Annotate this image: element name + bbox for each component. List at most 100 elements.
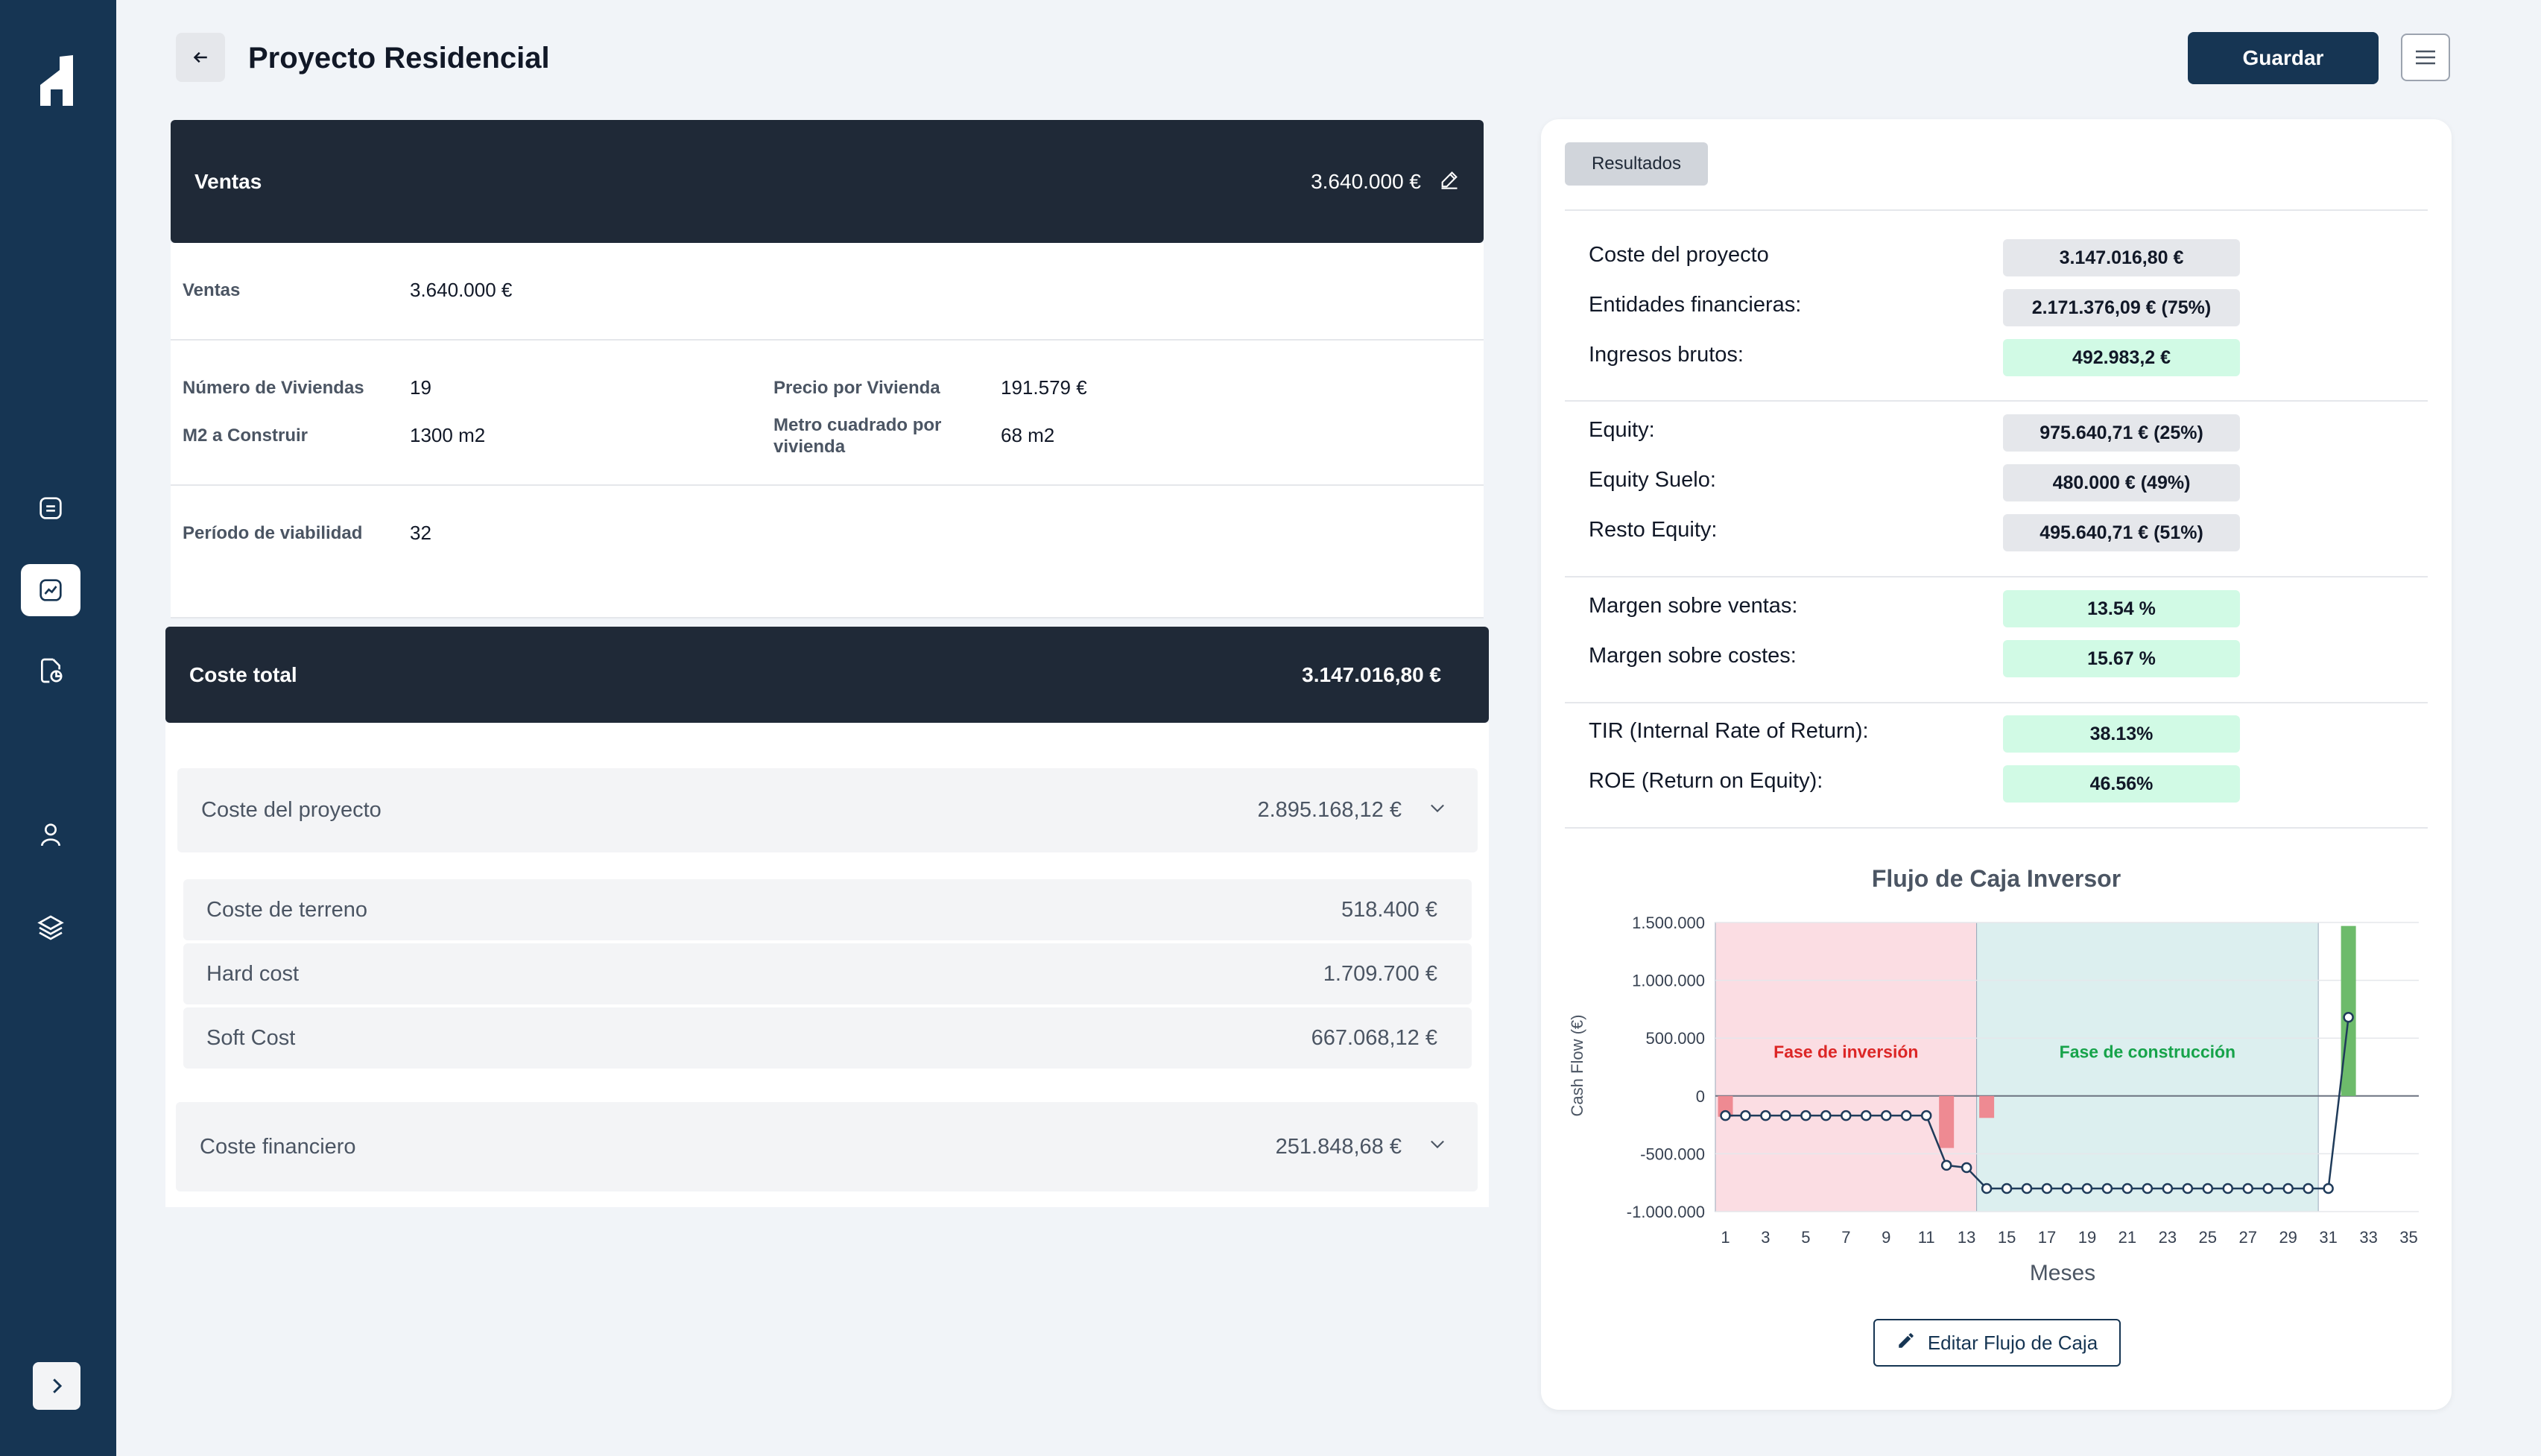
result-label: Coste del proyecto xyxy=(1589,243,1769,267)
pencil-icon xyxy=(1896,1331,1916,1355)
cost-item-label: Coste de terreno xyxy=(206,897,368,922)
x-tick-label: 5 xyxy=(1801,1228,1810,1247)
data-point xyxy=(2242,1183,2253,1194)
coste-proyecto-amount: 2.895.168,12 € xyxy=(1257,798,1402,822)
cost-item-label: Hard cost xyxy=(206,961,300,986)
data-point xyxy=(2061,1183,2073,1194)
x-tick-label: 3 xyxy=(1761,1228,1770,1247)
page-title: Proyecto Residencial xyxy=(248,42,550,75)
tab-resultados[interactable]: Resultados xyxy=(1565,142,1708,186)
cost-item-label: Soft Cost xyxy=(206,1025,296,1050)
x-tick-label: 33 xyxy=(2359,1228,2377,1247)
data-point xyxy=(1760,1110,1771,1121)
layers-icon[interactable] xyxy=(21,902,80,954)
edit-cash-flow-label: Editar Flujo de Caja xyxy=(1927,1331,2098,1354)
result-value: 492.983,2 € xyxy=(2003,339,2240,376)
result-label: ROE (Return on Equity): xyxy=(1589,769,1823,793)
m2-construir-label: M2 a Construir xyxy=(183,425,308,446)
cash-flow-bar xyxy=(2341,925,2356,1096)
ventas-header-bar[interactable]: Ventas 3.640.000 € xyxy=(171,120,1484,243)
app-logo[interactable] xyxy=(40,55,80,106)
data-point xyxy=(2182,1183,2194,1194)
data-point xyxy=(2121,1183,2133,1194)
divider xyxy=(1565,702,2428,703)
data-point xyxy=(1961,1162,1972,1174)
phase-region xyxy=(1976,922,2319,1212)
result-value: 3.147.016,80 € xyxy=(2003,239,2240,276)
cash-flow-chart: 1.500.000 1.000.000 500.000 0 -500.000 -1.000… xyxy=(1568,865,2419,1285)
ventas-details-panel xyxy=(171,243,1484,618)
x-tick-label: 19 xyxy=(2078,1228,2096,1247)
data-point xyxy=(1841,1110,1852,1121)
coste-financiero-row[interactable]: Coste financiero 251.848,68 € xyxy=(176,1102,1478,1191)
data-point xyxy=(2001,1183,2013,1194)
divider xyxy=(1565,209,2428,211)
coste-total-amount: 3.147.016,80 € xyxy=(1302,662,1441,686)
divider xyxy=(1565,576,2428,577)
data-point xyxy=(1720,1110,1731,1121)
phase-label: Fase de construcción xyxy=(2060,1042,2235,1062)
edit-icon[interactable] xyxy=(1439,169,1460,194)
cost-item-amount: 518.400 € xyxy=(1341,897,1437,922)
data-point xyxy=(2282,1183,2294,1194)
result-value: 46.56% xyxy=(2003,765,2240,803)
coste-total-label: Coste total xyxy=(189,662,297,686)
data-point xyxy=(2222,1183,2234,1194)
ventas-label: Ventas xyxy=(183,280,241,300)
data-point xyxy=(2162,1183,2174,1194)
metro-cuadrado-label-cont: vivienda xyxy=(773,437,846,457)
menu-button[interactable] xyxy=(2401,34,2450,81)
data-point xyxy=(2101,1183,2113,1194)
data-point xyxy=(1800,1110,1811,1121)
data-point xyxy=(1981,1183,1993,1194)
data-point xyxy=(1820,1110,1832,1121)
analytics-icon[interactable] xyxy=(21,564,80,616)
data-point xyxy=(1940,1159,1952,1171)
divider xyxy=(1565,827,2428,829)
result-value: 15.67 % xyxy=(2003,640,2240,677)
file-chart-icon[interactable] xyxy=(21,645,80,697)
expand-sidebar-button[interactable] xyxy=(33,1362,80,1410)
data-point xyxy=(2142,1183,2154,1194)
x-tick-label: 11 xyxy=(1918,1228,1935,1247)
user-icon[interactable] xyxy=(21,808,80,861)
coste-total-bar[interactable]: Coste total 3.147.016,80 € xyxy=(165,627,1489,723)
x-tick-label: 15 xyxy=(1998,1228,2016,1247)
result-label: Margen sobre costes: xyxy=(1589,644,1797,668)
x-tick-label: 21 xyxy=(2118,1228,2136,1247)
result-label: Equity: xyxy=(1589,418,1655,442)
divider xyxy=(1565,400,2428,402)
list-item: Hard cost 1.709.700 € xyxy=(183,943,1472,1004)
edit-cash-flow-button[interactable]: Editar Flujo de Caja xyxy=(1873,1319,2121,1367)
result-label: Ingresos brutos: xyxy=(1589,343,1744,367)
metro-cuadrado-value: 68 m2 xyxy=(1001,424,1055,446)
chevron-down-icon[interactable] xyxy=(1427,1133,1448,1160)
data-point xyxy=(2323,1183,2334,1194)
result-label: Entidades financieras: xyxy=(1589,293,1802,317)
result-value: 495.640,71 € (51%) xyxy=(2003,514,2240,551)
phase-region xyxy=(1715,922,1978,1212)
result-label: Equity Suelo: xyxy=(1589,468,1716,492)
y-tick-label: -500.000 xyxy=(1640,1145,1705,1163)
document-icon[interactable] xyxy=(21,482,80,534)
x-tick-label: 13 xyxy=(1958,1228,1975,1247)
data-point xyxy=(2021,1183,2033,1194)
result-label: Resto Equity: xyxy=(1589,518,1718,542)
save-button[interactable]: Guardar xyxy=(2188,32,2379,84)
divider xyxy=(171,339,1484,341)
cash-flow-bar xyxy=(1939,1095,1955,1148)
x-tick-label: 7 xyxy=(1841,1228,1850,1247)
y-tick-label: -1.000.000 xyxy=(1627,1203,1705,1221)
x-axis-label: Meses xyxy=(2030,1261,2095,1285)
x-tick-label: 1 xyxy=(1721,1228,1730,1247)
coste-proyecto-row[interactable]: Coste del proyecto 2.895.168,12 € xyxy=(177,768,1478,852)
num-viviendas-value: 19 xyxy=(410,376,431,399)
back-button[interactable] xyxy=(176,33,225,82)
ventas-value: 3.640.000 € xyxy=(410,279,513,301)
y-tick-label: 1.000.000 xyxy=(1632,972,1705,990)
x-tick-label: 25 xyxy=(2199,1228,2217,1247)
chart-title: Flujo de Caja Inversor xyxy=(1872,865,2121,892)
chevron-down-icon[interactable] xyxy=(1427,797,1448,824)
y-tick-label: 500.000 xyxy=(1645,1029,1705,1048)
data-point xyxy=(2303,1183,2314,1194)
